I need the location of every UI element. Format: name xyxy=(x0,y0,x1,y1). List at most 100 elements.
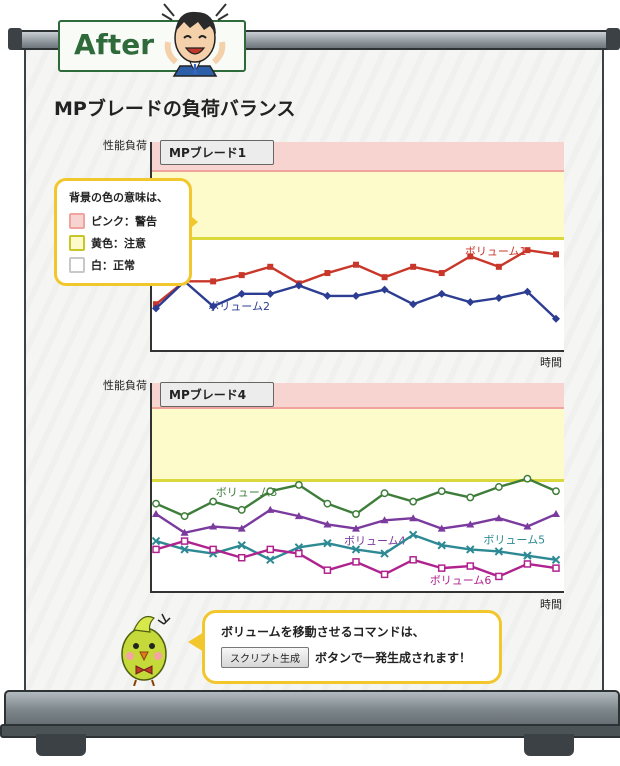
series-3-point xyxy=(351,545,361,554)
series-4-point xyxy=(352,558,360,566)
top-bar-cap-right xyxy=(606,28,620,50)
chart1-series-layer: ボリューム1 ボリューム2 xyxy=(152,245,560,323)
series-1-point xyxy=(353,261,359,268)
top-bar-cap-left xyxy=(8,28,22,50)
series-1-point xyxy=(294,480,303,489)
series-1-point xyxy=(267,263,274,270)
legend-title: 背景の色の意味は、 xyxy=(69,191,168,204)
legend-item-white: 白：正常 xyxy=(69,257,135,273)
series-2-point xyxy=(409,514,418,522)
series-1-point xyxy=(438,270,445,277)
series-4-point xyxy=(409,556,417,564)
after-label: After xyxy=(74,28,155,61)
series-label-3: ボリューム5 xyxy=(483,534,545,547)
script-generate-button[interactable]: スクリプト生成 xyxy=(221,647,309,668)
series-3-point xyxy=(266,555,275,565)
series-2-point xyxy=(237,524,246,532)
series-4-point xyxy=(552,564,560,572)
series-1-point xyxy=(266,487,275,496)
series-3-point xyxy=(523,551,532,560)
chart1-tab: MPブレード1 xyxy=(160,140,274,165)
chart1-x-axis-label: 時間 xyxy=(540,356,562,369)
series-2-point xyxy=(152,304,160,313)
series-1-point xyxy=(552,487,560,496)
series-1-point xyxy=(381,274,388,281)
series-3-point xyxy=(151,536,161,546)
cheering-man-illustration xyxy=(161,3,229,77)
series-2-point xyxy=(294,512,303,520)
chart1-caution-zone xyxy=(152,172,564,240)
series-1-point xyxy=(324,270,331,277)
series-3-point xyxy=(494,547,504,556)
series-2-point xyxy=(352,291,360,300)
series-2-point xyxy=(552,510,560,518)
series-4-point xyxy=(380,570,389,579)
series-3-point xyxy=(551,555,561,565)
series-3-point xyxy=(380,549,389,558)
series-1-point xyxy=(410,263,417,270)
series-1-point xyxy=(553,251,559,258)
chart2-x-axis-label: 時間 xyxy=(540,598,562,611)
series-2-point xyxy=(323,520,332,528)
series-2-point xyxy=(209,302,218,311)
series-2-point xyxy=(380,516,389,524)
tip-bubble: ボリュームを移動させるコマンドは、 スクリプト生成 ボタンで一発生成されます！ xyxy=(202,610,502,684)
legend-bubble: 背景の色の意味は、 ピンク：警告 黄色：注意 白：正常 xyxy=(54,178,192,286)
series-2-point xyxy=(494,514,503,522)
series-2-point xyxy=(266,289,275,298)
series-1-point xyxy=(524,247,531,254)
tip-line-2: スクリプト生成 ボタンで一発生成されます！ xyxy=(221,647,471,668)
pink-swatch-icon xyxy=(69,213,85,229)
series-1-point xyxy=(323,499,332,508)
series-4-point xyxy=(209,545,217,554)
series-2-point xyxy=(409,300,418,309)
screen-foot-right xyxy=(524,734,574,756)
series-1-point xyxy=(380,489,389,498)
series-2-point xyxy=(523,522,532,530)
series-1-point xyxy=(495,263,502,270)
series-2-point xyxy=(209,522,218,530)
series-4-point xyxy=(523,560,532,568)
series-2-point xyxy=(294,281,303,290)
series-1-point xyxy=(467,253,474,260)
series-3-point xyxy=(180,545,189,554)
series-2-point xyxy=(437,289,446,298)
series-1-point xyxy=(210,278,217,285)
series-label-2: ボリューム2 xyxy=(208,300,270,313)
series-1-point xyxy=(494,483,503,491)
series-1-point xyxy=(523,474,532,483)
chart2-series-layer: ボリューム3 ボリューム4 ボリューム5 ボリューム6 xyxy=(151,474,561,587)
series-label-4: ボリューム6 xyxy=(430,574,492,587)
series-1-point xyxy=(352,510,360,518)
series-1-point xyxy=(209,497,218,506)
series-2-point xyxy=(552,314,560,323)
series-1-point xyxy=(180,512,189,521)
series-2-point xyxy=(323,291,332,300)
page-title: MPブレードの負荷バランス xyxy=(54,98,296,120)
tip-line-1: ボリュームを移動させるコマンドは、 xyxy=(221,625,425,639)
series-4-point xyxy=(266,545,275,554)
series-2-point xyxy=(494,294,503,302)
series-3-point xyxy=(323,538,332,548)
series-label-1: ボリューム3 xyxy=(216,486,278,499)
series-3-point xyxy=(294,543,304,552)
series-2-point xyxy=(352,524,360,532)
series-4-point xyxy=(437,564,446,572)
series-4-point xyxy=(180,537,189,545)
series-2-point xyxy=(266,505,275,513)
white-swatch-icon xyxy=(69,257,85,273)
chart2-y-axis-label: 性能負荷 xyxy=(103,379,147,392)
series-1-point xyxy=(437,487,446,496)
legend-item-label: 黄色：注意 xyxy=(91,237,146,250)
after-badge: After xyxy=(58,20,246,72)
series-4-point xyxy=(466,562,475,570)
chart1-y-axis-label: 性能負荷 xyxy=(103,139,147,152)
series-1-point xyxy=(238,272,245,279)
series-3-point xyxy=(408,530,418,540)
series-4-point xyxy=(495,572,503,581)
series-1-point xyxy=(153,301,159,308)
legend-item-pink: ピンク：警告 xyxy=(69,213,157,229)
series-1-point xyxy=(152,499,160,508)
series-4-point xyxy=(237,553,246,562)
screen-base-lip xyxy=(0,724,620,738)
